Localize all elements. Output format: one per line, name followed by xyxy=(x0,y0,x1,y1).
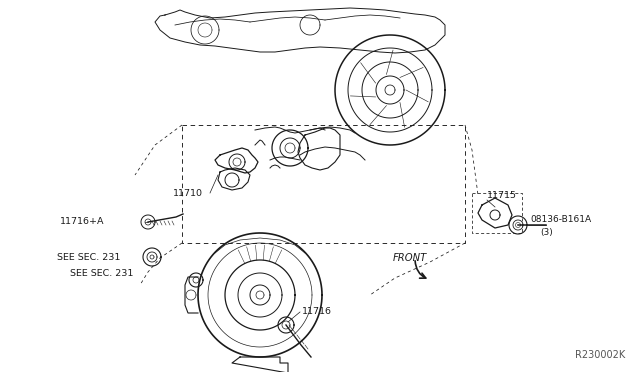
Text: 11715: 11715 xyxy=(487,192,517,201)
Text: 08136-B161A: 08136-B161A xyxy=(530,215,591,224)
Text: R230002K: R230002K xyxy=(575,350,625,360)
Text: 11710: 11710 xyxy=(173,189,203,199)
Text: (3): (3) xyxy=(540,228,553,237)
Text: 11716+A: 11716+A xyxy=(60,218,104,227)
Text: SEE SEC. 231: SEE SEC. 231 xyxy=(57,253,120,262)
Text: SEE SEC. 231: SEE SEC. 231 xyxy=(70,269,133,279)
Text: FRONT: FRONT xyxy=(393,253,428,263)
Text: 11716: 11716 xyxy=(302,308,332,317)
